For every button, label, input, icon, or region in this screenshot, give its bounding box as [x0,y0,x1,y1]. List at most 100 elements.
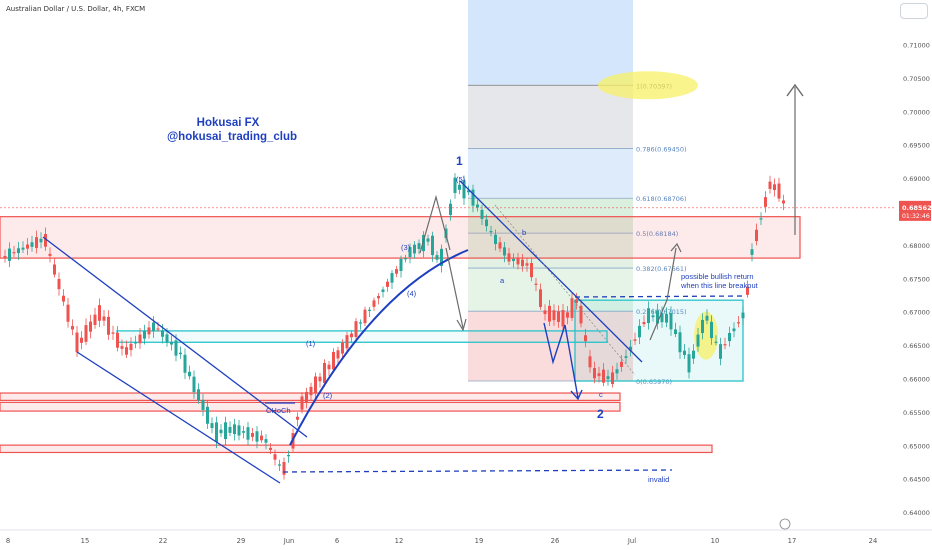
price-tick-label: 0.65500 [903,409,930,417]
candle-body [516,258,520,265]
candle-body [764,197,767,207]
candle-body [503,247,506,256]
fib-label-0.786: 0.786(0.69450) [636,146,687,154]
candle-body [129,343,133,351]
candle-body [237,425,241,436]
candle-body [566,312,569,318]
candle-body [575,299,578,303]
wave-sub-3-label: (3) [401,243,411,252]
target-highlight [598,71,698,100]
candle-body [602,369,605,383]
candle-body [318,376,322,382]
candle-body [584,335,587,342]
candle-body [233,424,236,434]
candle-body [431,235,434,256]
candle-body [53,264,56,275]
candle-body [741,312,745,319]
wave-a-label: a [500,276,505,285]
candle-body [89,321,92,332]
candle-body [147,327,151,335]
candle-body [188,371,191,377]
candle-body [606,376,610,380]
candle-body [426,238,430,242]
candle-body [656,310,659,324]
wave-b-label: b [522,228,526,237]
candle-body [66,304,70,322]
candle-body [183,354,187,373]
candle-body [701,319,704,334]
candle-body [696,334,700,347]
candle-body [660,313,664,323]
down-projection-arrow [445,247,464,329]
candle-body [350,333,353,338]
candle-body [305,391,308,403]
candle-body [467,190,470,193]
candle-body [530,263,533,278]
candle-body [143,331,146,339]
price-tick-label: 0.64000 [903,509,930,517]
candle-body [620,361,623,367]
candle-body [665,314,668,323]
candle-body [165,334,169,343]
candle-body [557,311,560,322]
candle-body [723,344,727,346]
fib-label-0: 0(0.65970) [636,378,672,386]
candle-body [179,352,182,355]
lightning-icon [779,518,791,530]
price-tick-label: 0.65000 [903,442,930,450]
wave-2-path [543,322,579,399]
candle-body [746,286,749,295]
candle-body [323,362,326,384]
wave-sub-5-label: (5) [456,175,466,184]
candle-body [710,321,713,339]
candle-body [395,269,398,274]
candle-body [732,328,736,332]
candle-body [462,180,466,199]
support-zone-3 [0,444,713,454]
candle-body [624,356,628,358]
downtrend-line [459,180,643,363]
fib-band-0 [468,85,633,149]
chart-title: Australian Dollar / U.S. Dollar, 4h, FXC… [6,5,146,13]
wave-2-label: 2 [597,407,604,421]
price-tick-label: 0.66500 [903,342,930,350]
candle-body [777,183,781,199]
candle-body [692,350,695,359]
candle-body [75,332,79,353]
candle-body [534,283,538,285]
candle-body [269,447,272,450]
candle-body [512,258,515,262]
candle-body [8,248,11,261]
candle-body [381,289,385,292]
candle-body [485,219,488,227]
candle-body [678,332,682,353]
candle-body [737,322,740,324]
candle-body [3,255,7,258]
candle-body [548,305,551,322]
price-tick-label: 0.68000 [903,242,930,250]
wave-2-arrow-head [570,389,583,401]
candle-body [219,429,223,434]
candle-body [206,406,209,424]
brand-name: Hokusai FX [196,117,260,129]
chart-menu-button[interactable] [900,3,928,19]
candle-body [278,464,281,466]
candle-body [192,376,196,393]
candle-body [39,238,43,243]
time-tick-label: 10 [711,537,720,545]
last-price-value: 0.68562 [902,204,932,212]
candle-body [12,252,16,254]
candle-body [489,231,493,233]
price-tick-label: 0.67500 [903,275,930,283]
candle-body [260,435,263,441]
price-countdown: 01:32:46 [902,213,930,220]
wave-1-label: 1 [456,154,463,168]
candle-body [134,342,137,344]
candle-body [579,305,583,324]
fib-label-0.618: 0.618(0.68706) [636,195,687,203]
candle-body [561,310,565,327]
price-tick-label: 0.64500 [903,476,930,484]
candle-body [354,321,358,337]
